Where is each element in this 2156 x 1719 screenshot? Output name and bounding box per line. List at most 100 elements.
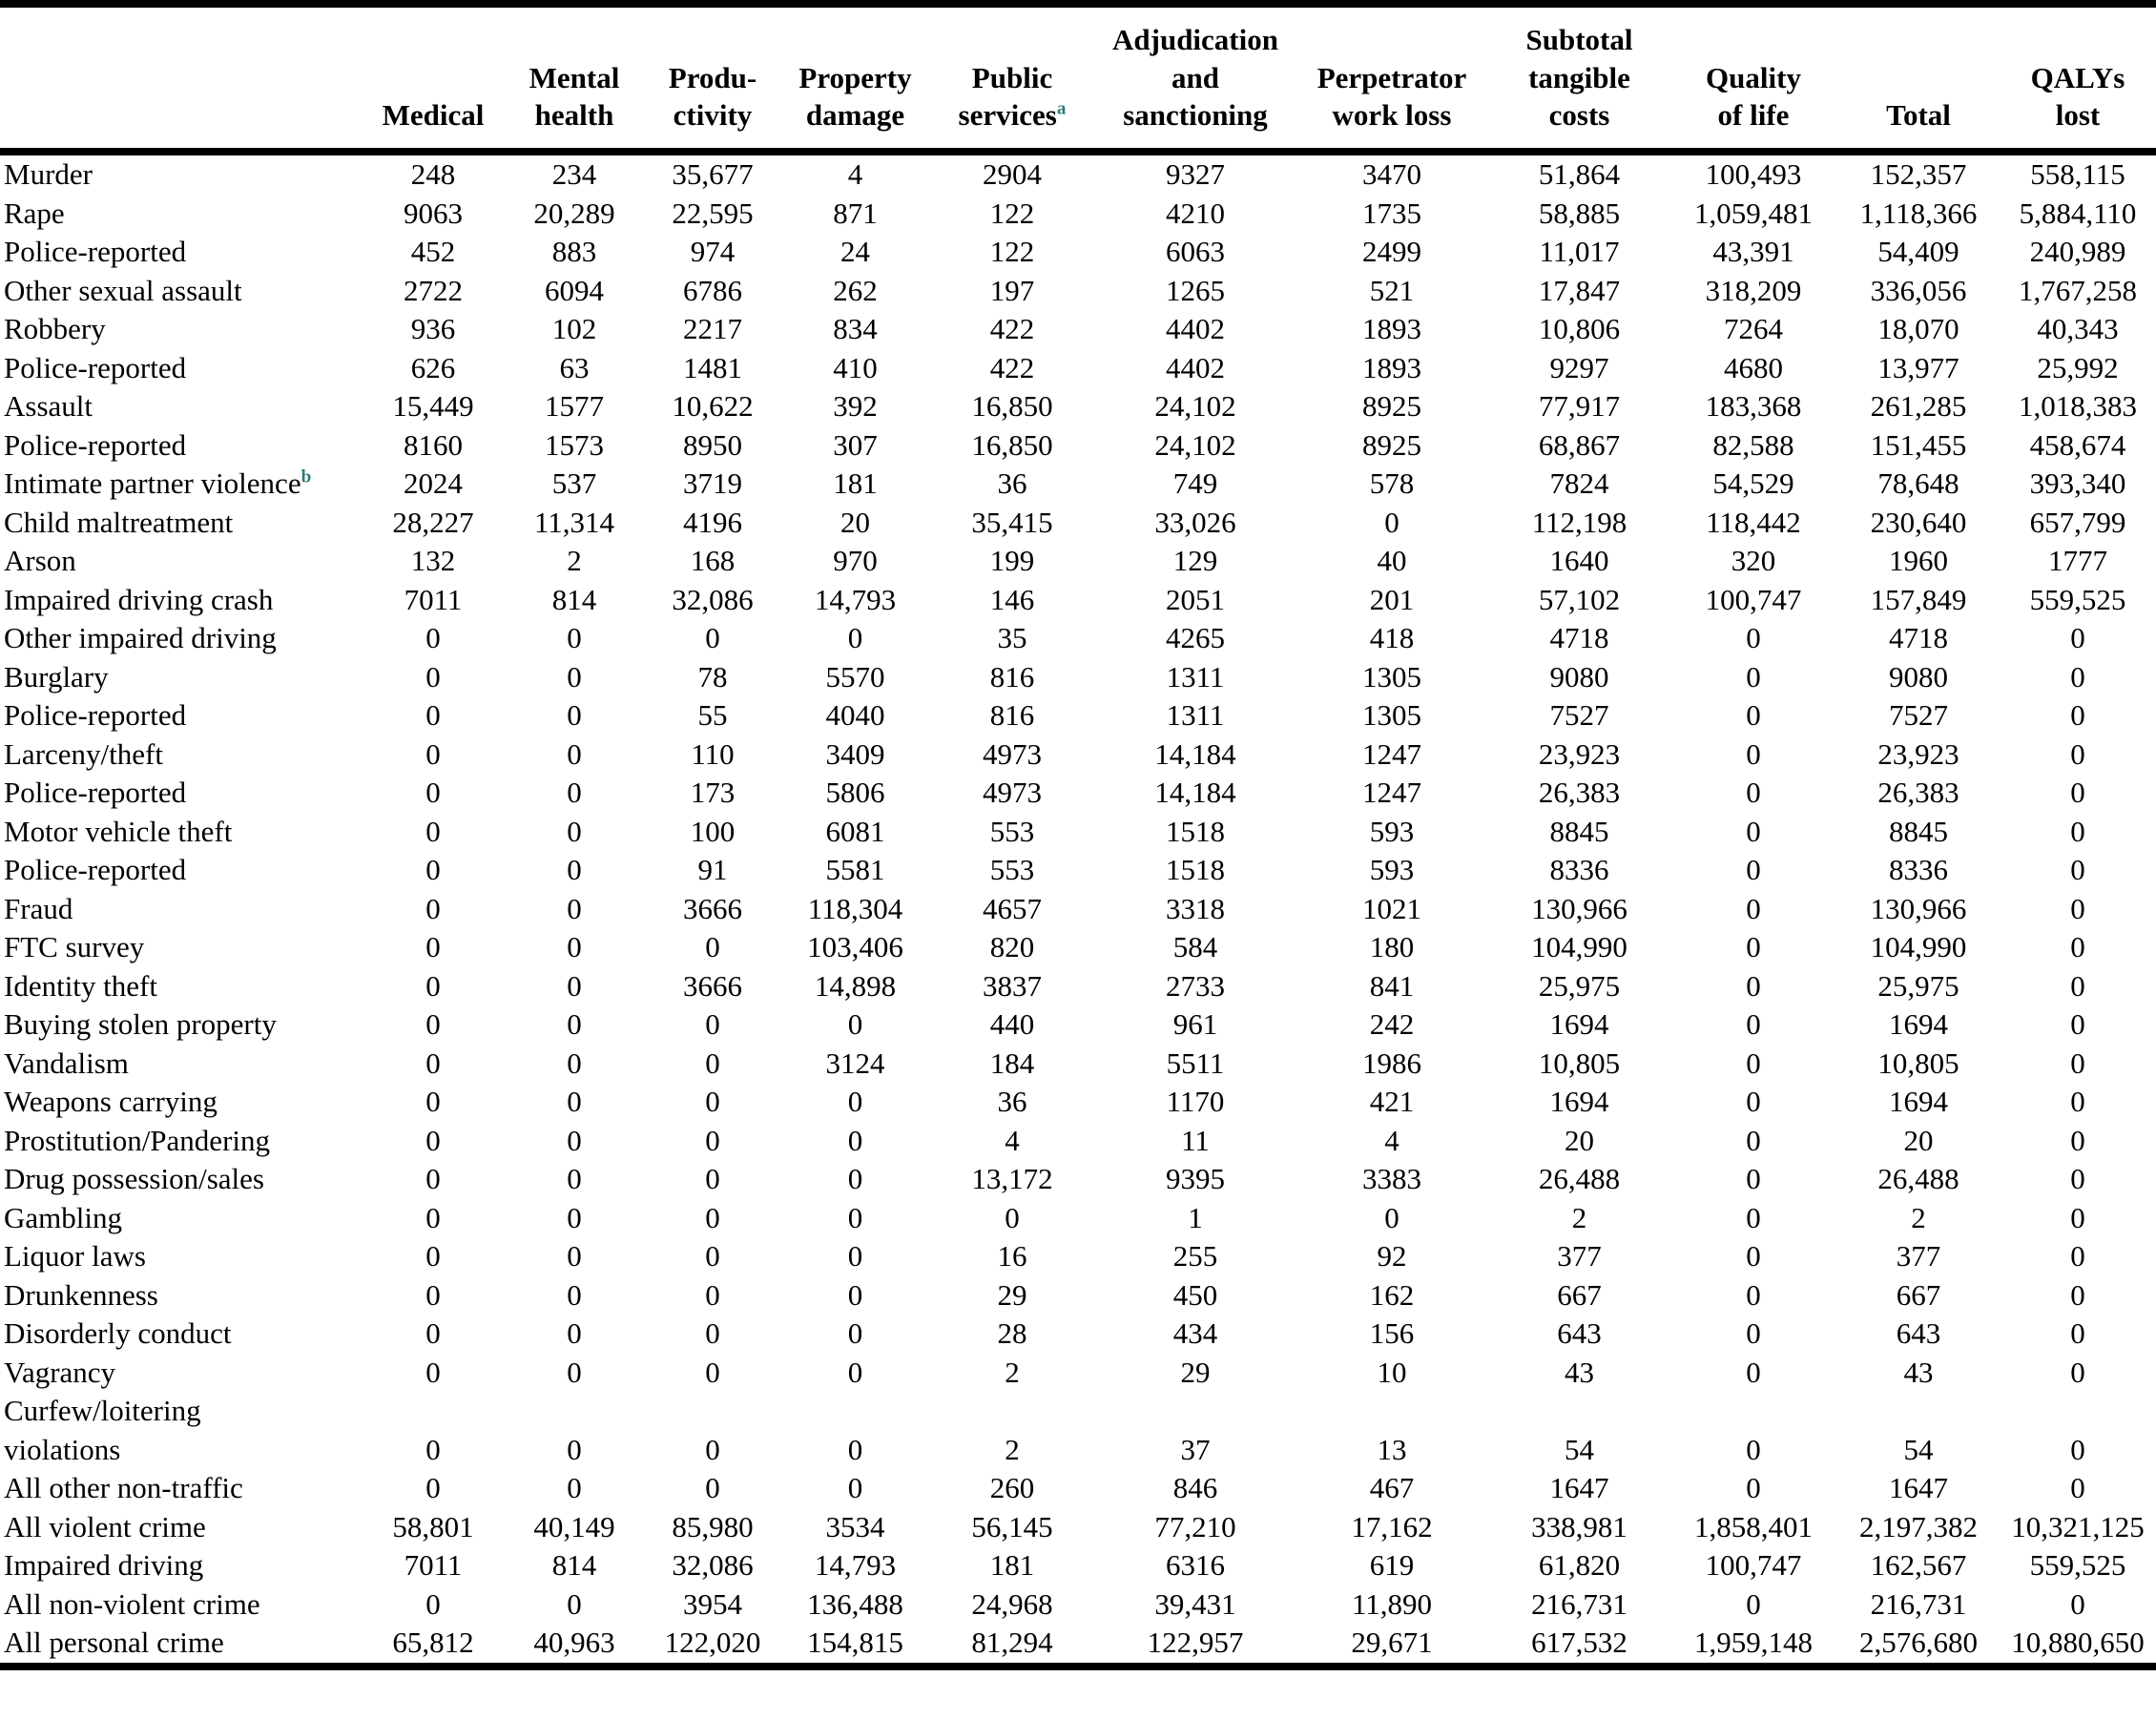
cell: 0 [705, 621, 720, 655]
cell: 1247 [1362, 736, 1421, 771]
cell: 1694 [1889, 1007, 1948, 1042]
cell: 13 [1377, 1432, 1407, 1466]
cell: 1694 [1549, 1085, 1609, 1119]
row-label: Murder [4, 157, 93, 192]
row-label: Buying stolen property [4, 1007, 277, 1042]
cell: 593 [1369, 814, 1415, 848]
cell: 112,198 [1531, 505, 1627, 539]
cell: 1,018,383 [2019, 389, 2137, 424]
cell: 2 [1571, 1200, 1587, 1234]
cell: 450 [1172, 1277, 1218, 1312]
cell: 26,383 [1877, 776, 1959, 810]
cell [1295, 1392, 1489, 1431]
row-label: Motor vehicle theft [4, 814, 233, 848]
cell: 68,867 [1538, 427, 1621, 462]
cell: 1,767,258 [2019, 273, 2137, 307]
col-header-subtotal-tangible-costs: Subtotal tangible costs [1489, 4, 1669, 156]
cell: 0 [705, 1200, 720, 1234]
cell: 25,975 [1877, 968, 1959, 1003]
cell: 3954 [683, 1586, 742, 1621]
cell: 25,992 [2037, 350, 2119, 384]
cell: 5511 [1166, 1046, 1225, 1080]
cell: 320 [1731, 544, 1776, 578]
cell: 1647 [1549, 1471, 1609, 1505]
cell: 0 [705, 1471, 720, 1505]
cell: 4 [847, 157, 863, 192]
row-label: Rape [4, 196, 65, 230]
cell: 1,959,148 [1694, 1626, 1813, 1660]
cell: 54 [1565, 1432, 1594, 1466]
cell: 24,968 [971, 1586, 1053, 1621]
cell: 118,304 [807, 891, 903, 925]
cell: 14,793 [814, 582, 897, 616]
cell: 24,102 [1154, 389, 1236, 424]
table-row: All other non-traffic 0 0 0 0 260 846 467 1647 0 1… [0, 1469, 2156, 1508]
col-header-medical: Medical [361, 4, 506, 156]
cell: 122 [989, 196, 1035, 230]
table-row: All non-violent crime 0 0 3954 136,488 24,968… [0, 1585, 2156, 1625]
cell: 0 [1384, 505, 1399, 539]
cell: 0 [425, 1162, 441, 1196]
cell: 0 [1746, 1355, 1761, 1389]
row-label: Prostitution/Pandering [4, 1123, 270, 1157]
cell: 4973 [983, 736, 1042, 771]
cell: 0 [847, 1162, 863, 1196]
cell: 29 [997, 1277, 1027, 1312]
table-row: Disorderly conduct 0 0 0 0 28 434 156 643 0 643 0 [0, 1315, 2156, 1354]
col-header-label: Quality of life [1706, 60, 1801, 133]
cell: 0 [2070, 698, 2085, 733]
cell: 1247 [1362, 776, 1421, 810]
cell: 16,850 [971, 427, 1053, 462]
cell: 2217 [683, 312, 742, 346]
cell: 559,525 [2029, 582, 2126, 616]
cell: 0 [425, 1007, 441, 1042]
cell: 11,890 [1351, 1586, 1433, 1621]
cell: 216,731 [1531, 1586, 1627, 1621]
cell: 0 [847, 1200, 863, 1234]
cell: 103,406 [807, 930, 903, 964]
cell: 816 [989, 659, 1035, 694]
cell: 0 [1746, 776, 1761, 810]
cell: 3837 [983, 968, 1042, 1003]
cell: 0 [567, 736, 582, 771]
cell: 0 [567, 930, 582, 964]
table-row: Vandalism 0 0 0 3124 184 5511 1986 10,805 0 10,805… [0, 1045, 2156, 1084]
cell: 558,115 [2030, 157, 2125, 192]
row-label: All violent crime [4, 1509, 206, 1543]
col-header-label: Perpetrator work loss [1316, 60, 1467, 133]
row-label: Police-reported [4, 350, 187, 384]
cell: 452 [410, 235, 456, 269]
table-row: Police-reported 626 63 1481 410 422 4402 1893 92… [0, 349, 2156, 388]
cell: 8925 [1362, 427, 1421, 462]
cell: 440 [989, 1007, 1035, 1042]
cell: 0 [1746, 1200, 1761, 1234]
cell: 0 [847, 1085, 863, 1119]
col-header-qalys-lost: QALYs lost [2000, 4, 2156, 156]
table-row: Vagrancy 0 0 0 0 2 29 10 43 0 43 0 [0, 1354, 2156, 1393]
cell: 40,343 [2037, 312, 2119, 346]
cell: 0 [1746, 1162, 1761, 1196]
footnote-marker: b [301, 466, 312, 487]
cell: 1170 [1166, 1085, 1225, 1119]
cell: 100,747 [1705, 582, 1802, 616]
cell: 10,321,125 [2011, 1509, 2145, 1543]
cell: 4402 [1166, 312, 1225, 346]
col-header-public-services: Public servicesa [928, 4, 1096, 156]
cell: 1481 [683, 350, 742, 384]
table-row: Intimate partner violenceb 2024 537 3719 181… [0, 465, 2156, 504]
cell: 63 [559, 350, 590, 384]
cell: 0 [705, 1239, 720, 1274]
cell: 2499 [1362, 235, 1421, 269]
cell: 43 [1565, 1355, 1594, 1389]
cell: 0 [705, 1123, 720, 1157]
cell: 1960 [1889, 544, 1948, 578]
cell: 130,966 [1870, 891, 1967, 925]
row-label: Curfew/loitering [4, 1394, 201, 1428]
cell: 77,210 [1154, 1509, 1236, 1543]
cell: 0 [847, 1277, 863, 1312]
cell: 1305 [1362, 698, 1421, 733]
header-corner-blank [0, 4, 361, 156]
table-row: Police-reported 452 883 974 24 122 6063 2499 11,… [0, 233, 2156, 272]
cell: 553 [989, 814, 1035, 848]
col-header-label: Public services [958, 60, 1057, 133]
